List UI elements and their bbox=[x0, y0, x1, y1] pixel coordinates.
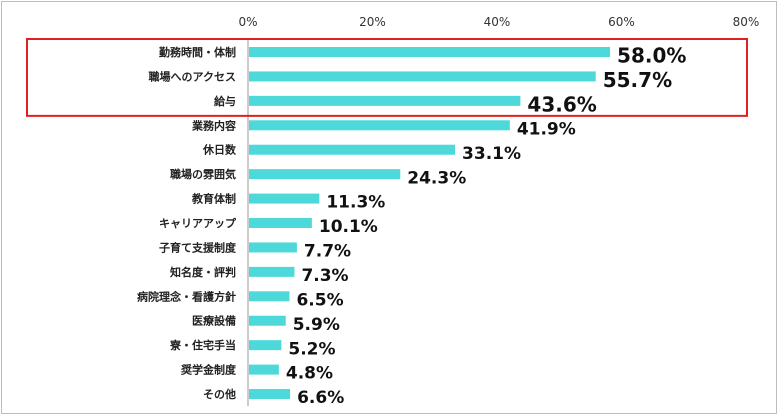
category-label: 教育体制 bbox=[191, 192, 236, 206]
category-label: 病院理念・看護方針 bbox=[137, 289, 236, 303]
category-label: 奨学金制度 bbox=[180, 363, 237, 377]
bar bbox=[249, 315, 286, 326]
value-label: 41.9% bbox=[517, 119, 576, 139]
category-label: 寮・住宅手当 bbox=[169, 338, 236, 352]
bar bbox=[249, 242, 297, 253]
value-label: 6.5% bbox=[296, 290, 343, 310]
bar bbox=[249, 364, 279, 375]
value-label: 6.6% bbox=[297, 388, 344, 408]
value-label: 55.7% bbox=[603, 68, 672, 92]
bar bbox=[249, 218, 312, 229]
bar bbox=[249, 291, 290, 302]
bar bbox=[249, 144, 456, 155]
bar bbox=[249, 389, 291, 400]
category-label: 勤務時間・体制 bbox=[159, 45, 236, 59]
value-label: 5.9% bbox=[293, 315, 340, 335]
value-label: 33.1% bbox=[462, 144, 521, 164]
x-tick-label: 40% bbox=[484, 15, 511, 29]
category-label: 知名度・評判 bbox=[169, 265, 236, 279]
value-label: 10.1% bbox=[319, 217, 378, 237]
category-label: 医療設備 bbox=[192, 314, 236, 328]
category-label: その他 bbox=[203, 387, 236, 401]
value-label: 58.0% bbox=[617, 43, 686, 67]
category-label: 給与 bbox=[214, 94, 236, 108]
value-label: 24.3% bbox=[407, 168, 466, 188]
highlight-box bbox=[26, 38, 748, 117]
value-label: 5.2% bbox=[288, 339, 335, 359]
bar bbox=[249, 71, 596, 82]
category-label: キャリアアップ bbox=[159, 216, 237, 230]
bar bbox=[249, 193, 320, 204]
category-label: 職場の雰囲気 bbox=[170, 167, 236, 181]
x-tick-label: 60% bbox=[608, 15, 635, 29]
bar bbox=[249, 120, 510, 131]
value-label: 7.3% bbox=[301, 266, 348, 286]
value-label: 7.7% bbox=[304, 242, 351, 262]
bar bbox=[249, 95, 521, 106]
value-label: 4.8% bbox=[286, 364, 333, 384]
category-label: 職場へのアクセス bbox=[149, 69, 236, 83]
bar bbox=[249, 169, 401, 180]
x-tick-label: 0% bbox=[238, 15, 257, 29]
bar bbox=[249, 340, 282, 351]
category-label: 休日数 bbox=[202, 143, 237, 157]
bar bbox=[249, 266, 295, 277]
x-tick-label: 80% bbox=[733, 15, 760, 29]
category-label: 子育て支援制度 bbox=[159, 240, 237, 254]
x-tick-label: 20% bbox=[359, 15, 386, 29]
category-label: 業務内容 bbox=[191, 118, 236, 132]
bar bbox=[249, 47, 611, 57]
value-label: 11.3% bbox=[326, 193, 385, 213]
value-label: 43.6% bbox=[527, 92, 596, 116]
